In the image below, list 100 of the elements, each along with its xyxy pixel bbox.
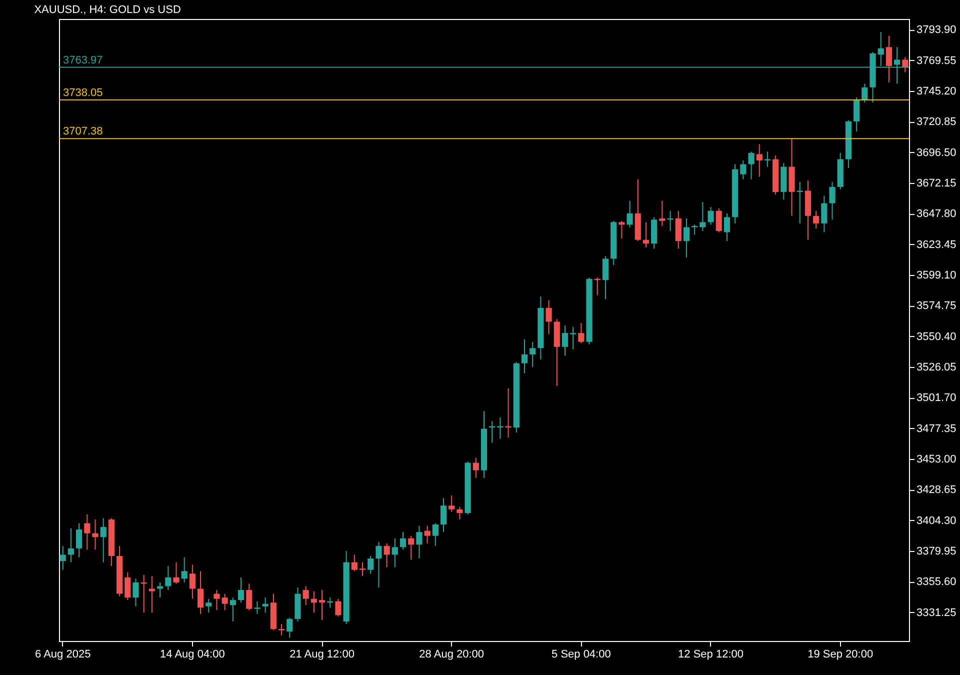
- candlestick: [286, 617, 293, 638]
- candlestick: [68, 528, 74, 563]
- ref-line-label: 3738.05: [63, 86, 103, 99]
- candlestick: [416, 525, 422, 559]
- y-tick-label: 3453.00: [916, 453, 956, 466]
- candlestick: [472, 457, 479, 478]
- candlestick: [432, 522, 438, 546]
- candlestick: [181, 556, 188, 583]
- y-tick-label: 3720.85: [916, 116, 956, 128]
- candlestick: [132, 578, 139, 607]
- candlestick: [521, 338, 528, 374]
- candlestick: [489, 420, 496, 444]
- candlestick: [400, 532, 406, 550]
- y-tick-label: 3696.50: [916, 146, 956, 159]
- candlestick: [902, 56, 908, 73]
- candlestick: [60, 545, 66, 570]
- candlestick: [530, 341, 536, 368]
- candlestick: [189, 564, 196, 600]
- candlestick: [700, 202, 706, 232]
- candlestick: [854, 96, 860, 132]
- candlestick: [659, 200, 666, 226]
- candlestick: [642, 222, 650, 248]
- candlestick: [206, 598, 212, 614]
- candlestick: [262, 597, 268, 614]
- candlestick: [562, 324, 568, 356]
- y-tick-label: 3331.25: [916, 606, 956, 619]
- candlestick: [756, 144, 762, 178]
- candlestick: [578, 322, 584, 344]
- candlestick: [173, 562, 180, 584]
- candlestick: [84, 514, 90, 550]
- chart-title: XAUUSD., H4: GOLD vs USD: [34, 4, 181, 16]
- x-tick-label: 14 Aug 04:00: [160, 648, 225, 660]
- candlestick: [626, 200, 633, 228]
- candlestick: [246, 583, 252, 611]
- candlestick: [440, 498, 447, 533]
- y-tick-label: 3477.35: [916, 422, 956, 435]
- candlestick: [278, 623, 285, 636]
- candlestick: [505, 388, 512, 438]
- candlestick: [368, 555, 374, 574]
- candlestick: [821, 195, 828, 233]
- candlestick: [497, 416, 504, 440]
- candlestick: [197, 570, 204, 614]
- candlestick: [351, 554, 358, 572]
- candlestick: [740, 160, 746, 180]
- candlestick: [408, 535, 414, 560]
- candlestick: [302, 586, 309, 606]
- candlestick: [222, 593, 228, 611]
- y-tick-label: 3745.20: [916, 85, 956, 98]
- candlestick: [683, 218, 690, 258]
- y-tick-label: 3355.60: [916, 576, 956, 588]
- candlestick: [829, 181, 836, 220]
- candlestick: [813, 210, 820, 229]
- candlestick: [618, 220, 625, 240]
- candlestick: [424, 525, 430, 544]
- candlestick: [796, 181, 803, 224]
- candlestick: [310, 590, 317, 614]
- candlestick: [748, 151, 754, 180]
- candlestick: [238, 576, 244, 604]
- candlestick: [359, 562, 366, 577]
- x-tick-label: 6 Aug 2025: [35, 648, 91, 660]
- candlestick: [254, 600, 260, 614]
- candlestick: [318, 589, 326, 621]
- candlestick: [148, 576, 155, 614]
- y-tick-label: 3501.70: [916, 392, 956, 404]
- y-tick-label: 3379.95: [916, 546, 956, 558]
- ref-line-label: 3707.38: [63, 126, 103, 138]
- candlestick: [448, 495, 455, 512]
- candlestick: [862, 83, 868, 104]
- candlestick: [100, 518, 106, 563]
- candlestick: [214, 589, 220, 611]
- candlestick: [384, 542, 390, 568]
- candlestick: [675, 210, 682, 250]
- y-tick-label: 3623.45: [916, 238, 956, 251]
- candlestick: [456, 506, 463, 520]
- y-tick-label: 3599.10: [916, 269, 956, 282]
- candlestick: [124, 572, 131, 601]
- candlestick: [335, 598, 342, 617]
- candlestick: [92, 518, 98, 550]
- candlestick: [651, 216, 658, 250]
- x-tick-label: 21 Aug 12:00: [290, 648, 354, 660]
- candlestick: [392, 538, 398, 568]
- x-tick-label: 5 Sep 04:00: [552, 648, 611, 660]
- candlestick: [716, 208, 722, 233]
- y-tick-label: 3793.90: [916, 24, 956, 36]
- x-tick-label: 28 Aug 20:00: [419, 648, 484, 660]
- candlestick: [157, 582, 164, 598]
- candlestick: [708, 206, 714, 226]
- x-tick-label: 12 Sep 12:00: [678, 648, 744, 660]
- y-tick-label: 3526.05: [916, 361, 956, 374]
- candlestick: [764, 151, 771, 168]
- candlestick: [724, 212, 730, 242]
- candlestick: [602, 256, 609, 300]
- y-tick-label: 3647.80: [916, 208, 956, 220]
- y-tick-label: 3769.55: [916, 54, 956, 67]
- candlestick: [886, 35, 892, 83]
- ref-line-label: 3763.97: [63, 54, 103, 66]
- candlestick: [230, 597, 236, 622]
- candlestick: [376, 542, 382, 588]
- y-tick-label: 3672.15: [916, 177, 956, 190]
- y-tick-label: 3404.30: [916, 514, 956, 527]
